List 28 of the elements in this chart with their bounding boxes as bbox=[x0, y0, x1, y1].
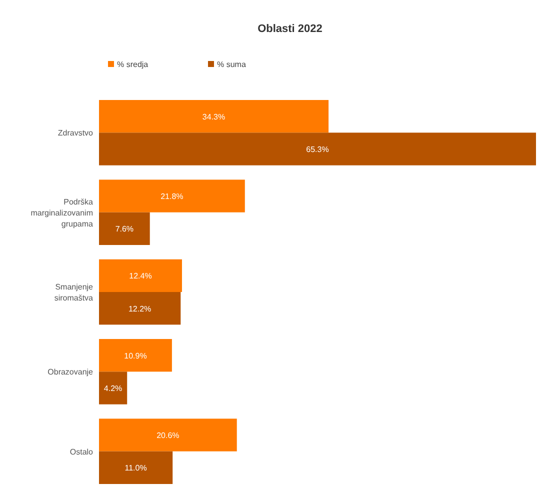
bar bbox=[99, 100, 329, 133]
bar bbox=[99, 180, 245, 212]
data-label: 11.0% bbox=[124, 464, 147, 473]
bar bbox=[99, 132, 536, 166]
data-label: 7.6% bbox=[115, 224, 134, 234]
data-label: 34.3% bbox=[202, 112, 226, 122]
data-label: 12.4% bbox=[129, 272, 152, 281]
bar bbox=[99, 418, 237, 452]
legend-label: % sredja bbox=[117, 60, 149, 69]
bar bbox=[99, 339, 172, 372]
y-tick-label: Zdravstvo bbox=[58, 128, 94, 138]
bar bbox=[99, 259, 182, 292]
data-label: 65.3% bbox=[306, 144, 329, 154]
y-tick-label: Obrazovanje bbox=[48, 368, 94, 377]
data-label: 10.9% bbox=[124, 351, 147, 360]
chart-title: Oblasti 2022 bbox=[258, 23, 322, 35]
y-tick-label: Smanjenje siromaštva bbox=[54, 282, 94, 302]
data-label: 12.2% bbox=[128, 304, 152, 314]
bar bbox=[99, 372, 128, 404]
bar bbox=[99, 292, 181, 325]
y-tick-label: Ostalo bbox=[70, 447, 94, 456]
legend-label: % suma bbox=[217, 60, 246, 69]
bar bbox=[99, 451, 173, 484]
bar bbox=[99, 212, 150, 245]
data-label: 20.6% bbox=[156, 431, 180, 440]
data-label: 4.2% bbox=[104, 384, 122, 393]
data-label: 21.8% bbox=[160, 192, 184, 201]
y-tick-label: Podrška marginalizovanim grupama bbox=[30, 197, 94, 228]
